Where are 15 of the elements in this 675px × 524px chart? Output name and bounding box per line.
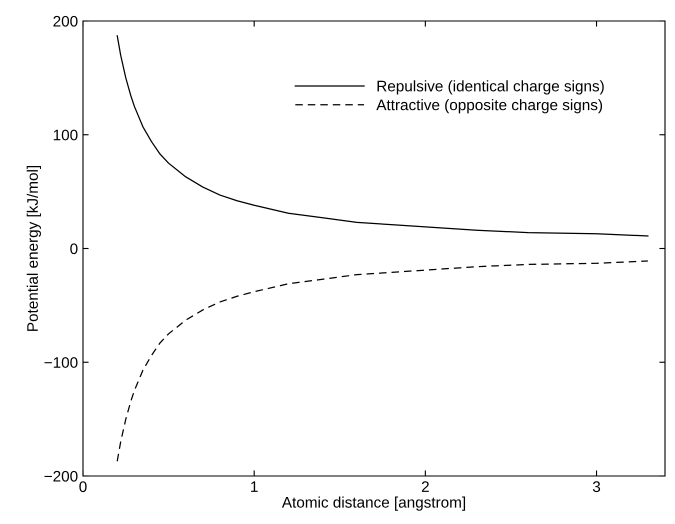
x-tick-label: 2 xyxy=(422,481,429,492)
line-series xyxy=(116,35,649,237)
y-tick-label: −200 xyxy=(44,470,78,482)
x-axis-title: Atomic distance [angstrom] xyxy=(282,496,466,511)
x-tick-label: 1 xyxy=(251,481,258,492)
y-tick-label: −100 xyxy=(44,357,78,368)
y-tick-label: 100 xyxy=(54,130,78,140)
line-series xyxy=(116,260,649,462)
y-axis-title: Potential energy [kJ/mol] xyxy=(26,166,41,331)
x-tick-label: 0 xyxy=(79,481,87,492)
x-tick-label: 3 xyxy=(592,481,600,492)
y-tick-label: 0 xyxy=(70,243,78,254)
legend-label: Repulsive (identical charge signs) xyxy=(378,80,604,94)
y-tick-label: 200 xyxy=(53,16,78,27)
legend-label: Attractive (opposite charge signs) xyxy=(376,99,602,114)
